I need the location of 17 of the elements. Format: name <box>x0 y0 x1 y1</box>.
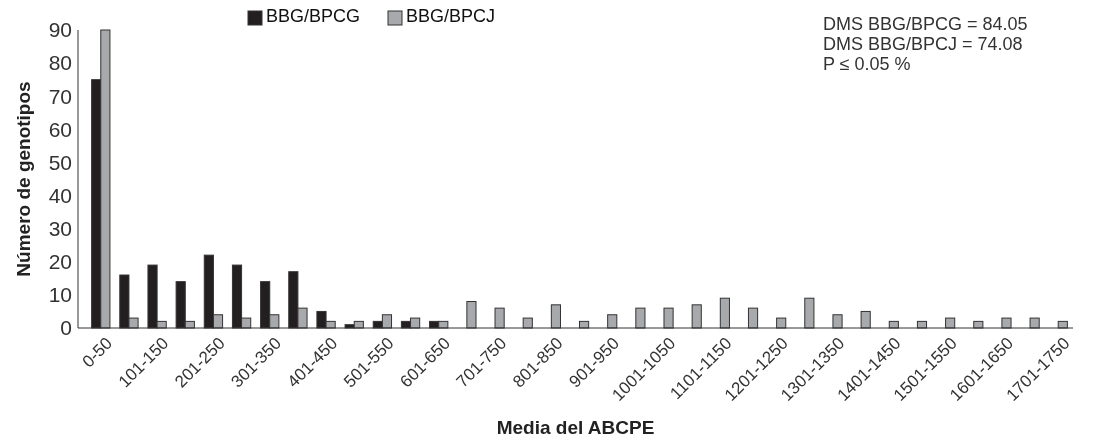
y-tick-label: 20 <box>48 250 72 274</box>
annotation: DMS BBG/BPCG = 84.05 <box>823 14 1028 34</box>
legend-label: BBG/BPCG <box>266 6 361 26</box>
y-tick-label: 40 <box>48 183 72 207</box>
annotation: P ≤ 0.05 % <box>823 54 911 74</box>
legend-label: BBG/BPCJ <box>406 6 496 26</box>
y-axis-title: Número de genotipos <box>13 81 34 277</box>
annotation: DMS BBG/BPCJ = 74.08 <box>823 34 1023 54</box>
x-axis-title: Media del ABCPE <box>496 417 655 438</box>
y-tick-label: 30 <box>48 217 72 241</box>
y-tick-label: 10 <box>48 283 72 307</box>
y-tick-label: 90 <box>48 18 72 42</box>
y-tick-label: 80 <box>48 51 72 75</box>
y-tick-label: 70 <box>48 84 72 108</box>
y-tick-label: 50 <box>48 150 72 174</box>
y-tick-label: 60 <box>48 117 72 141</box>
y-tick-label: 0 <box>60 316 72 340</box>
